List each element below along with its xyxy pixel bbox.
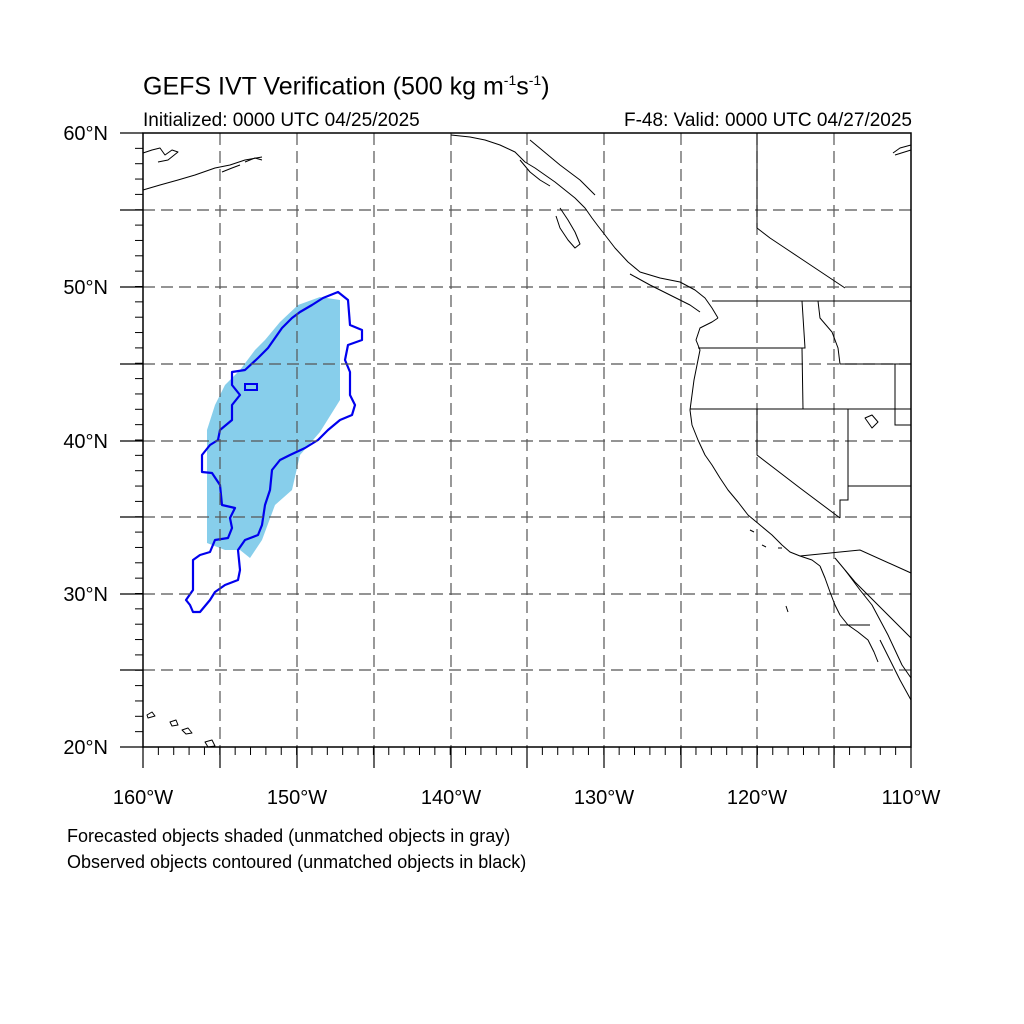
valid-time-label: F-48: Valid: 0000 UTC 04/27/2025 <box>624 110 912 131</box>
lon-label-150: 150°W <box>267 787 327 809</box>
political-borders <box>690 133 912 626</box>
observed-contour <box>184 290 364 614</box>
lat-label-50: 50°N <box>63 277 108 299</box>
observed-note: Observed objects contoured (unmatched ob… <box>67 852 527 872</box>
lon-label-160: 160°W <box>113 787 173 809</box>
minor-ticks <box>135 132 912 755</box>
lon-label-120: 120°W <box>727 787 787 809</box>
map-title: GEFS IVT Verification (500 kg m-1s-1) <box>143 72 550 101</box>
graticule <box>143 133 911 747</box>
lat-label-60: 60°N <box>63 123 108 145</box>
coastlines <box>142 134 912 748</box>
lon-label-130: 130°W <box>574 787 634 809</box>
observed-contour-small <box>244 383 258 391</box>
lon-label-110: 110°W <box>882 787 941 809</box>
lat-label-30: 30°N <box>63 584 108 606</box>
lat-label-40: 40°N <box>63 431 108 453</box>
initialized-label: Initialized: 0000 UTC 04/25/2025 <box>143 110 420 131</box>
lon-label-140: 140°W <box>421 787 481 809</box>
forecast-object <box>207 297 340 558</box>
lat-label-20: 20°N <box>63 737 108 759</box>
forecast-note: Forecasted objects shaded (unmatched obj… <box>67 826 511 846</box>
